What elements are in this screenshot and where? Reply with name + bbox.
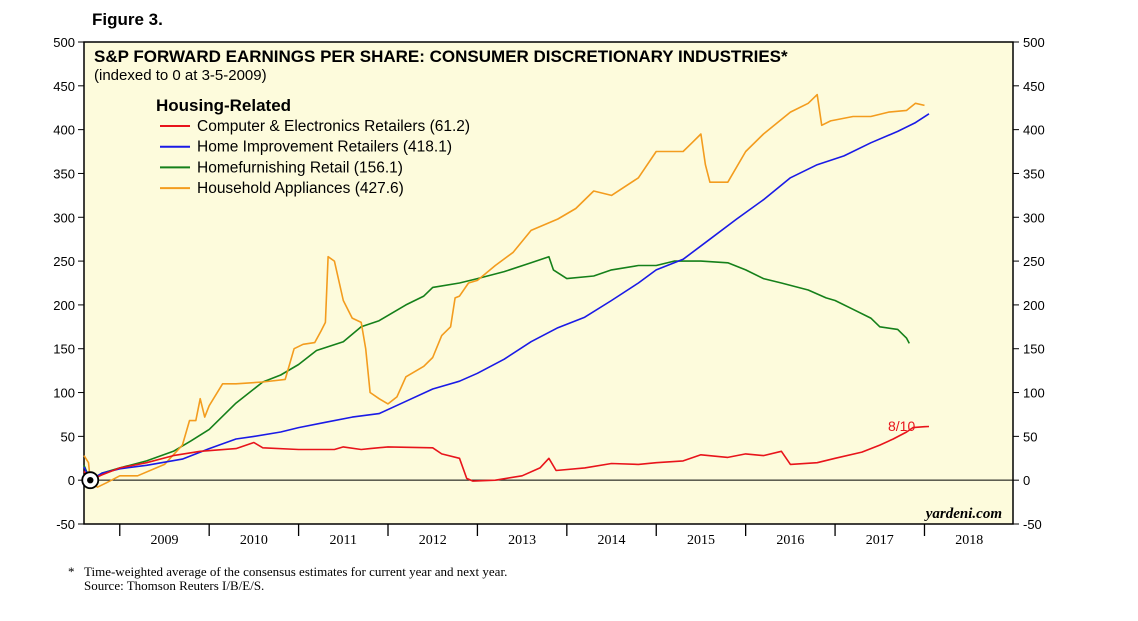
legend-label-home: Home Improvement Retailers (418.1) (197, 139, 452, 156)
y-tick-label-right: 500 (1023, 35, 1045, 50)
series-line-computer (83, 425, 930, 482)
x-tick-label: 2011 (330, 533, 357, 548)
line-chart: -50 -50 0 0 50 50 100 100 150 150 200 200 250 250 300 3… (53, 35, 1045, 548)
y-tick-label-right: 0 (1023, 473, 1030, 488)
y-tick-label-right: -50 (1023, 517, 1042, 532)
x-tick-label: 2018 (955, 533, 983, 548)
y-tick-label-left: 0 (68, 473, 75, 488)
y-tick-label-right: 350 (1023, 166, 1045, 181)
x-tick-label: 2009 (150, 533, 178, 548)
y-tick-label-left: 100 (53, 386, 75, 401)
footnote: * Time-weighted average of the consensus … (68, 565, 507, 593)
y-tick-label-left: 150 (53, 342, 75, 357)
y-tick-label-right: 250 (1023, 254, 1045, 269)
series-line-homefurnishing (83, 255, 911, 481)
x-tick-label: 2012 (419, 533, 447, 548)
y-tick-label-left: 250 (53, 254, 75, 269)
y-tick-label-left: 400 (53, 123, 75, 138)
y-tick-label-right: 50 (1023, 429, 1037, 444)
y-tick-label-right: 450 (1023, 79, 1045, 94)
plot-area (83, 41, 1014, 525)
footnote-text: Time-weighted average of the consensus e… (84, 564, 508, 579)
chart-title: S&P FORWARD EARNINGS PER SHARE: CONSUMER… (94, 47, 788, 66)
y-tick-label-left: 50 (61, 429, 75, 444)
origin-marker-dot (87, 476, 94, 484)
y-tick-label-left: 450 (53, 79, 75, 94)
watermark: yardeni.com (924, 506, 1002, 522)
figure-label: Figure 3. (92, 10, 163, 29)
y-tick-label-left: 350 (53, 166, 75, 181)
y-tick-label-left: 500 (53, 35, 75, 50)
x-tick-label: 2014 (598, 533, 626, 548)
y-tick-label-right: 200 (1023, 298, 1045, 313)
x-tick-label: 2016 (776, 533, 804, 548)
y-tick-label-left: -50 (56, 517, 75, 532)
x-tick-label: 2013 (508, 533, 536, 548)
x-tick-label: 2017 (866, 533, 894, 548)
legend-title: Housing-Related (156, 96, 291, 115)
x-tick-label: 2015 (687, 533, 715, 548)
y-tick-label-right: 400 (1023, 123, 1045, 138)
y-tick-label-right: 100 (1023, 386, 1045, 401)
footnote-marker: * (68, 564, 75, 579)
y-tick-label-left: 300 (53, 210, 75, 225)
end-label: 8/10 (888, 418, 915, 434)
y-tick-label-right: 150 (1023, 342, 1045, 357)
legend: Computer & Electronics Retailers (61.2) H… (160, 118, 470, 197)
legend-label-appliances: Household Appliances (427.6) (197, 180, 404, 197)
x-tick-label: 2010 (240, 533, 268, 548)
legend-label-homefurnishing: Homefurnishing Retail (156.1) (197, 159, 403, 176)
chart-subtitle: (indexed to 0 at 3-5-2009) (94, 67, 267, 84)
series-line-appliances (83, 93, 925, 488)
legend-label-computer: Computer & Electronics Retailers (61.2) (197, 118, 470, 135)
y-tick-label-right: 300 (1023, 210, 1045, 225)
y-tick-label-left: 200 (53, 298, 75, 313)
source-note: Source: Thomson Reuters I/B/E/S. (84, 578, 265, 593)
